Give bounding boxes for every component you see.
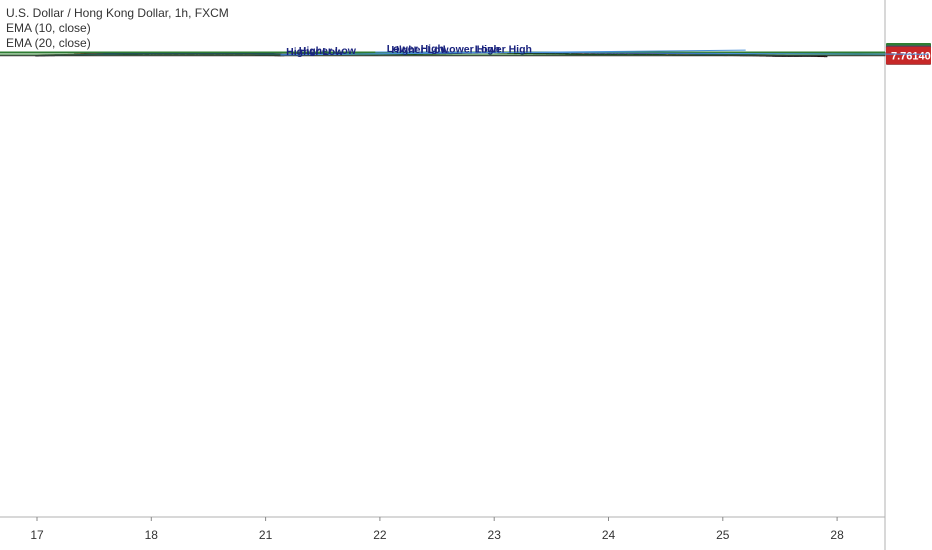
annotation-label: Higher Low bbox=[299, 45, 357, 57]
x-tick-label: 21 bbox=[259, 528, 273, 542]
legend-ema20: EMA (20, close) bbox=[6, 36, 91, 50]
x-tick-label: 25 bbox=[716, 528, 730, 542]
x-tick-label: 23 bbox=[488, 528, 502, 542]
price-badge-text: 7.76140 bbox=[891, 50, 931, 62]
annotation-label: Higher Low bbox=[391, 44, 449, 56]
trendline bbox=[375, 51, 929, 55]
annotation-label: Higher Low bbox=[286, 46, 344, 58]
x-tick-label: 22 bbox=[373, 528, 387, 542]
price-badge bbox=[886, 46, 931, 65]
legend-ema10: EMA (10, close) bbox=[6, 21, 91, 35]
x-tick-label: 18 bbox=[145, 528, 159, 542]
legend-symbol: U.S. Dollar / Hong Kong Dollar, 1h, FXCM bbox=[6, 6, 229, 20]
chart-legend: U.S. Dollar / Hong Kong Dollar, 1h, FXCM… bbox=[6, 6, 229, 51]
x-tick-label: 28 bbox=[830, 528, 844, 542]
x-tick-label: 24 bbox=[602, 528, 616, 542]
annotation-label: Lower High bbox=[387, 43, 444, 55]
annotation-label: Lower High bbox=[475, 44, 532, 56]
annotation-label: Lower High bbox=[443, 43, 500, 55]
x-tick-label: 17 bbox=[30, 528, 44, 542]
